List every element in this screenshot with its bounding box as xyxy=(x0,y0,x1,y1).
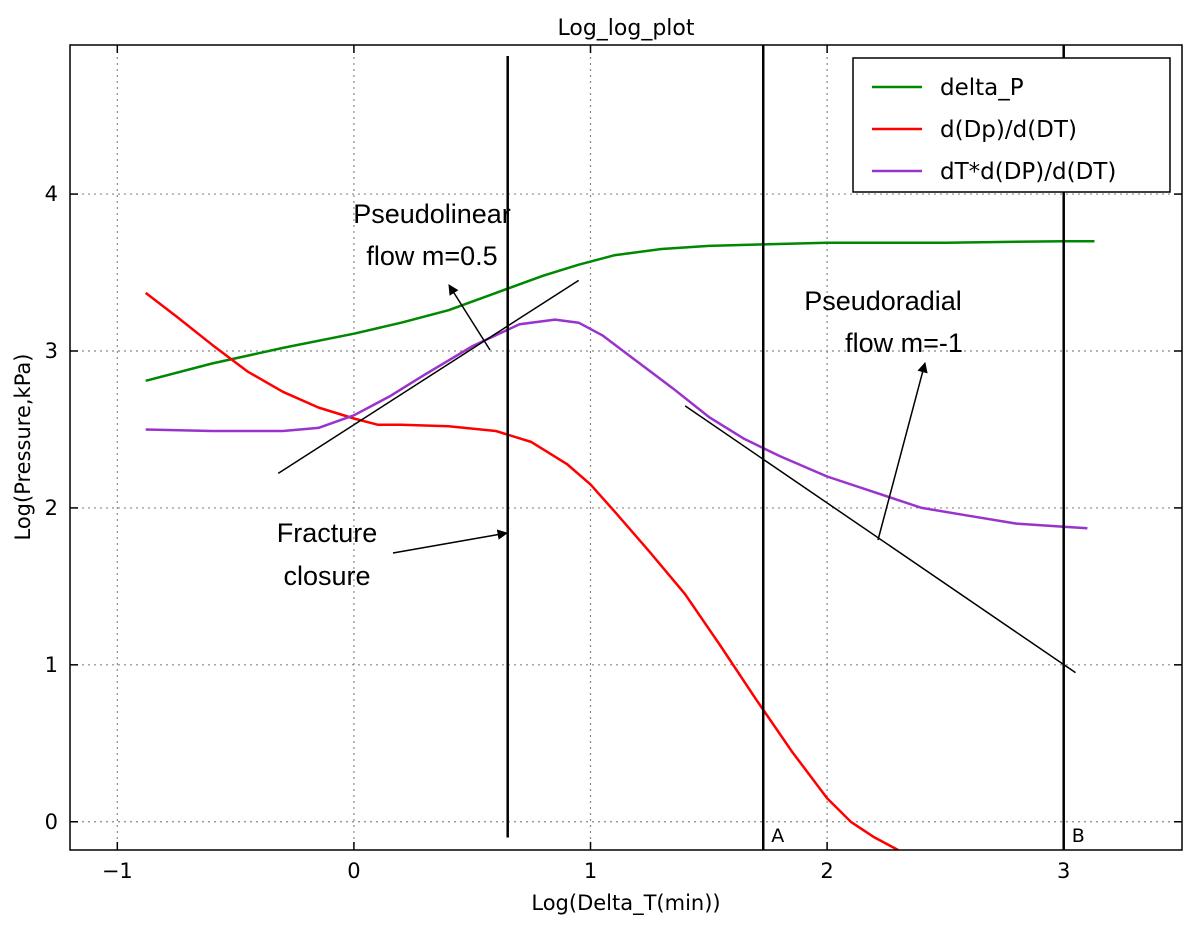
legend-label-delta-p: delta_P xyxy=(940,75,1024,101)
chart-title: Log_log_plot xyxy=(558,16,695,41)
y-tick-label: 3 xyxy=(45,339,58,363)
x-tick-label: 1 xyxy=(584,859,597,883)
pseudoradial-annotation-line-1: Pseudoradial xyxy=(804,286,962,316)
series-layer xyxy=(144,239,1095,850)
fracture-closure-arrow xyxy=(392,529,509,554)
fracture-closure-annotation-line-2: closure xyxy=(283,561,370,591)
y-tick-label: 0 xyxy=(45,810,58,834)
plot-frame xyxy=(69,44,1183,851)
fracture-closure-annotation-line-1: Fracture xyxy=(277,518,378,548)
y-tick-label: 1 xyxy=(45,653,58,677)
x-axis-label: Log(Delta_T(min)) xyxy=(531,891,720,916)
ticks: −1 0 1 2 3 0 1 2 3 4 xyxy=(45,45,1182,883)
x-tick-label: 2 xyxy=(820,859,833,883)
pseudolinear-annotation-line-1: Pseudolinear xyxy=(353,199,511,229)
vertical-line-label: B xyxy=(1072,825,1085,847)
legend-label-bourdet-derivative: dT*d(DP)/d(DT) xyxy=(940,159,1116,185)
y-tick-label: 4 xyxy=(45,182,58,206)
x-tick-label: 0 xyxy=(347,859,360,883)
legend-label-derivative: d(Dp)/d(DT) xyxy=(940,117,1077,143)
series-bourdet-derivative xyxy=(145,318,1088,530)
series-derivative xyxy=(144,291,899,850)
pseudolinear-annotation: Pseudolinear flow m=0.5 xyxy=(353,199,511,271)
legend: delta_P d(Dp)/d(DT) dT*d(DP)/d(DT) xyxy=(852,57,1171,193)
pseudoradial-arrow xyxy=(877,361,928,541)
y-tick-label: 2 xyxy=(45,496,58,520)
x-tick-label: −1 xyxy=(102,859,133,883)
legend-box xyxy=(852,57,1171,193)
pseudoradial-annotation: Pseudoradial flow m=-1 xyxy=(804,286,963,358)
vertical-line-label: A xyxy=(771,825,784,847)
series-delta-p xyxy=(145,239,1095,383)
pseudolinear-annotation-line-2: flow m=0.5 xyxy=(366,241,497,271)
pseudoradial-annotation-line-2: flow m=-1 xyxy=(845,328,963,358)
y-axis-label: Log(Pressure,kPa) xyxy=(11,354,35,541)
fracture-closure-annotation: Fracture closure xyxy=(277,518,378,591)
pseudolinear-arrow xyxy=(448,284,491,351)
pseudoradial-fit xyxy=(684,405,1076,674)
x-tick-label: 3 xyxy=(1057,859,1070,883)
pseudolinear-fit xyxy=(277,279,580,475)
